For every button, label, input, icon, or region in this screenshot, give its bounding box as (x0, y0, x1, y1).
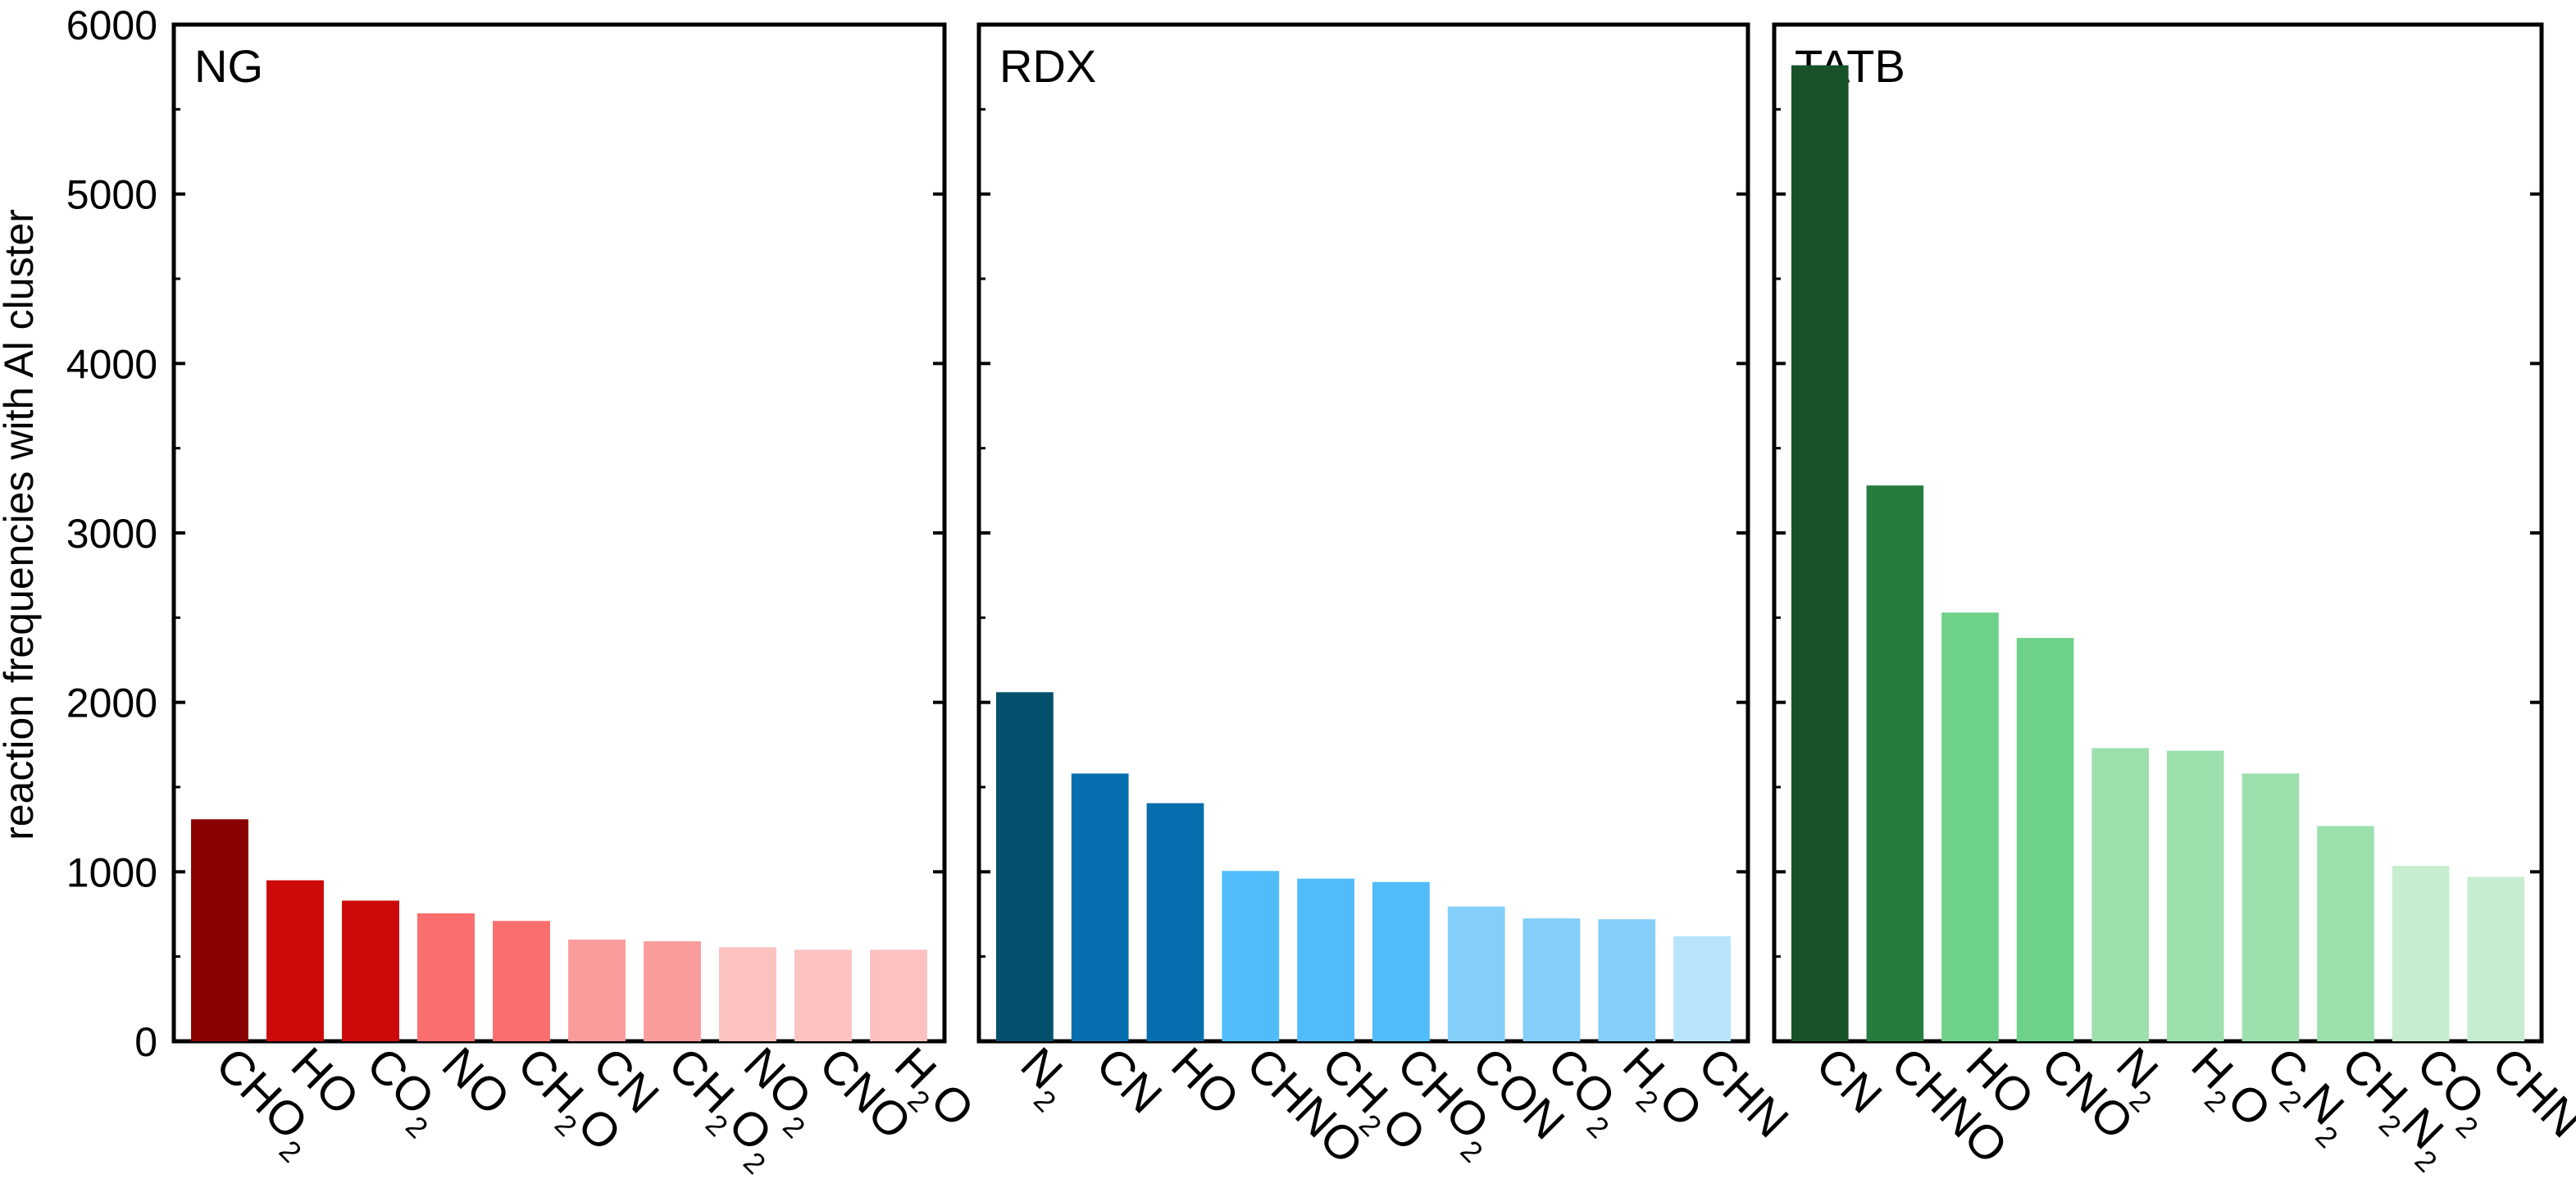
x-tick-label: H2O (2173, 1037, 2281, 1145)
bar (1297, 878, 1354, 1041)
bar (1673, 935, 1731, 1041)
x-tick-label: N2 (1004, 1037, 1085, 1118)
bar (794, 949, 852, 1041)
y-tick-label: 5000 (66, 172, 157, 218)
bar (2317, 826, 2374, 1041)
bar (2016, 638, 2074, 1041)
x-tick-label: HO (1161, 1037, 1249, 1125)
bar (2392, 866, 2450, 1041)
y-tick-label: 6000 (66, 2, 157, 48)
y-tick-label: 1000 (66, 849, 157, 895)
x-tick-label: CN (1086, 1037, 1172, 1123)
x-tick-label: NO (432, 1037, 520, 1125)
bar (1598, 919, 1656, 1041)
y-tick-label: 0 (134, 1019, 157, 1065)
bar (1071, 773, 1129, 1041)
bar (417, 913, 475, 1041)
bar (568, 940, 626, 1041)
bar (996, 692, 1054, 1041)
bar (2241, 773, 2300, 1041)
y-tick-label: 2000 (66, 681, 157, 726)
bar (1222, 871, 1280, 1041)
y-tick-label: 4000 (66, 341, 157, 387)
x-tick-label: CN (1806, 1037, 1892, 1123)
bar (1372, 881, 1430, 1041)
bar (2091, 748, 2150, 1041)
bar (342, 900, 399, 1041)
bar (2467, 876, 2525, 1041)
panel-title: NG (194, 40, 263, 92)
bar (719, 947, 776, 1041)
bar (1791, 65, 1849, 1042)
bar (644, 941, 701, 1041)
bar (870, 949, 927, 1041)
panel-title: RDX (999, 40, 1096, 92)
y-tick-label: 3000 (66, 511, 157, 557)
bar (1866, 485, 1924, 1041)
bar (493, 921, 550, 1041)
y-axis: 0 1000 2000 3000 4000 5000 6000 (66, 2, 157, 1065)
bar (1522, 918, 1581, 1041)
y-axis-title: reaction frequencies with Al cluster (0, 209, 42, 840)
bar (266, 880, 324, 1041)
bar (1447, 906, 1505, 1041)
bar (1146, 803, 1204, 1041)
x-tick-label: CHN (2482, 1037, 2576, 1148)
bar (191, 819, 248, 1041)
bar (2166, 750, 2224, 1041)
bar (1941, 612, 1999, 1041)
